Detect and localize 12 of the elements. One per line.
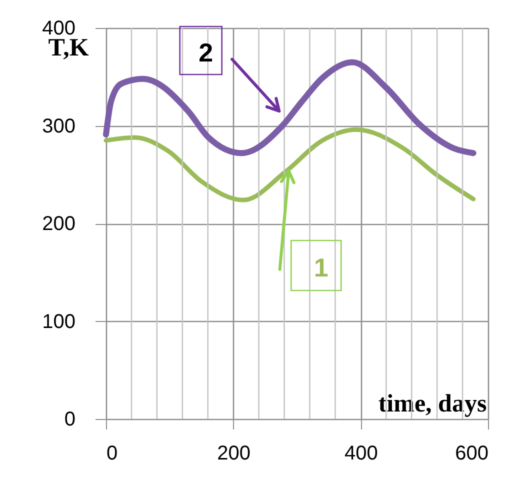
y-tick-label: 200 <box>42 213 76 235</box>
y-tick-label: 100 <box>42 310 76 333</box>
x-tick-label: 200 <box>217 442 251 464</box>
line-series <box>104 127 476 202</box>
x-axis-title: time, days <box>378 390 487 418</box>
y-tick-label: 0 <box>64 408 76 430</box>
series-label: 2 <box>198 37 214 68</box>
text: 1 <box>314 252 328 283</box>
x-tick-label: 400 <box>344 442 378 464</box>
x-tick-label: 600 <box>455 442 488 464</box>
y-tick-label: 300 <box>42 115 76 138</box>
x-tick-label: 0 <box>106 442 118 464</box>
